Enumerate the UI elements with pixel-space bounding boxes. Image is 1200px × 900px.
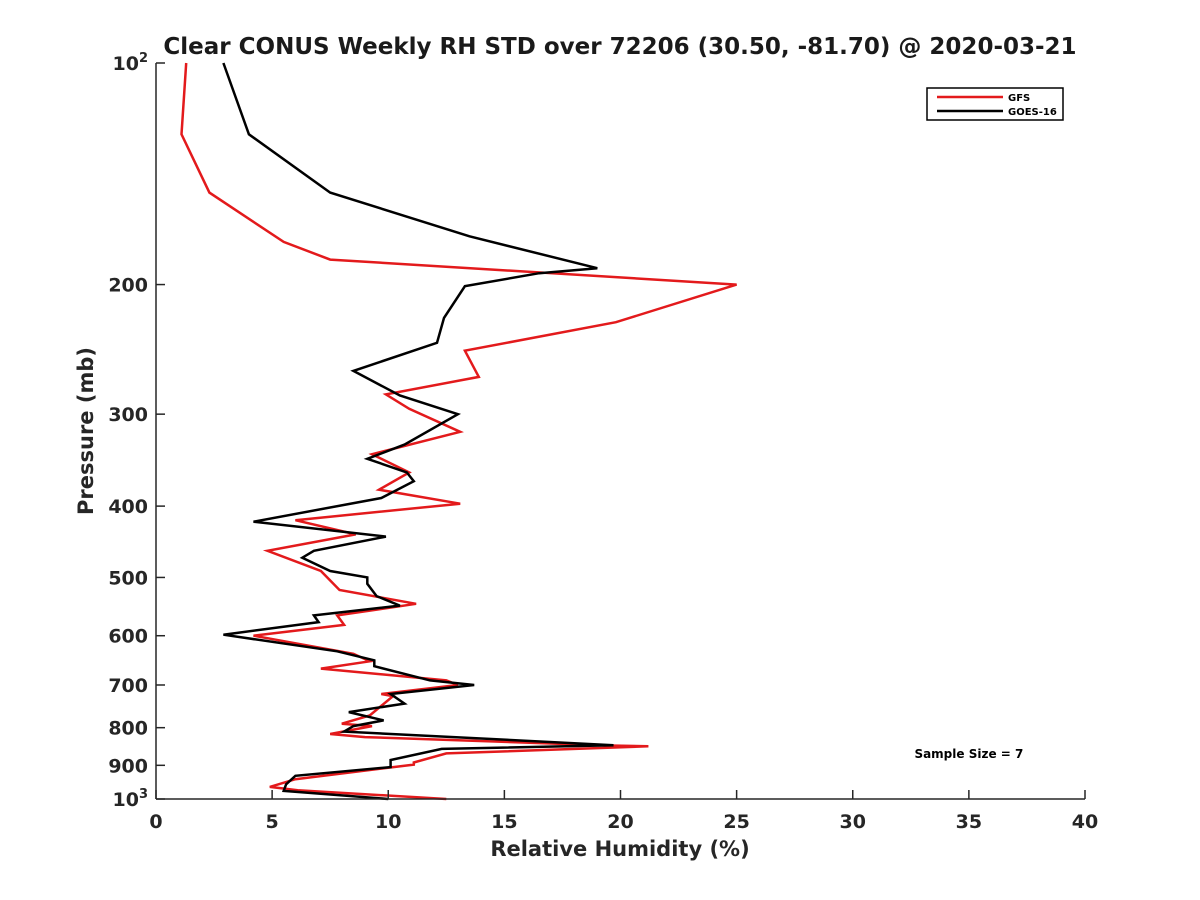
x-tick-label: 5	[266, 811, 279, 833]
y-tick-label: 102	[113, 51, 149, 75]
y-axis-ticks: 102 200 300 400 500 600 700 800 900 103	[108, 51, 165, 811]
legend: GFS GOES-16	[926, 87, 1064, 121]
axes-box	[156, 63, 1085, 799]
x-axis-ticks: 0 5 10 15 20 25 30 35 40	[149, 790, 1098, 833]
sample-size-annotation: Sample Size = 7	[914, 747, 1023, 761]
x-tick-label: 40	[1072, 811, 1098, 833]
y-tick-label: 500	[108, 567, 148, 589]
y-tick-label: 400	[108, 496, 148, 518]
series-line-goes-16	[222, 62, 614, 801]
x-tick-label: 0	[149, 811, 162, 833]
x-tick-label: 15	[491, 811, 517, 833]
chart-title: Clear CONUS Weekly RH STD over 72206 (30…	[163, 34, 1076, 60]
y-tick-label: 200	[108, 275, 148, 297]
y-tick-label: 600	[108, 626, 148, 648]
y-tick-label: 103	[113, 787, 149, 811]
legend-label-gfs: GFS	[1008, 93, 1030, 104]
x-axis-label: Relative Humidity (%)	[490, 837, 749, 861]
plot-area: 0 5 10 15 20 25 30 35 40 102 200 300 400 500 600 700 80…	[108, 51, 1098, 833]
x-tick-label: 25	[723, 811, 749, 833]
x-tick-label: 10	[375, 811, 401, 833]
legend-label-goes-16: GOES-16	[1008, 107, 1057, 118]
series-layer	[180, 62, 737, 801]
y-tick-label: 800	[108, 718, 148, 740]
y-tick-label: 300	[108, 404, 148, 426]
y-axis-label: Pressure (mb)	[74, 347, 98, 515]
x-tick-label: 20	[607, 811, 633, 833]
y-tick-label: 700	[108, 675, 148, 697]
x-tick-label: 30	[840, 811, 866, 833]
legend-box	[926, 87, 1064, 121]
x-tick-label: 35	[956, 811, 982, 833]
y-tick-label: 900	[108, 755, 148, 777]
series-line-gfs	[180, 62, 737, 801]
